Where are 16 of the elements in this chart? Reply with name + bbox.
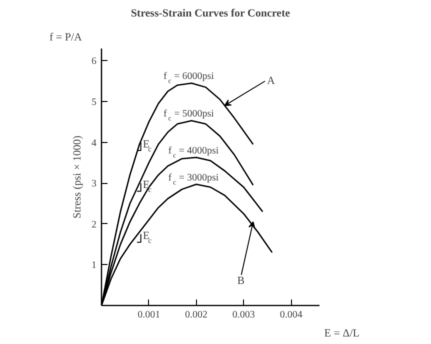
y-tick-label: 6 bbox=[92, 56, 96, 68]
x-tick-label: 0.003 bbox=[232, 310, 255, 320]
annotation: B bbox=[237, 274, 245, 287]
y-tick-label: 2 bbox=[92, 219, 96, 230]
text: f = P/A bbox=[50, 32, 82, 44]
chart-title: Stress-Strain Curves for Concrete bbox=[130, 8, 290, 20]
y-axis-title: Stress (psi × 1000) bbox=[72, 135, 84, 218]
y-tick-label: 4 bbox=[92, 138, 96, 149]
x-tick-label: 0.004 bbox=[280, 310, 302, 320]
annotation: A bbox=[267, 75, 275, 88]
x-axis-title: E = Δ/L bbox=[324, 328, 360, 340]
y-tick-label: 1 bbox=[92, 260, 96, 272]
x-tick-label: 0.002 bbox=[185, 310, 208, 320]
y-tick-label: 5 bbox=[92, 97, 96, 108]
y-tick-label: 3 bbox=[92, 178, 96, 190]
x-tick-label: 0.001 bbox=[138, 310, 160, 320]
